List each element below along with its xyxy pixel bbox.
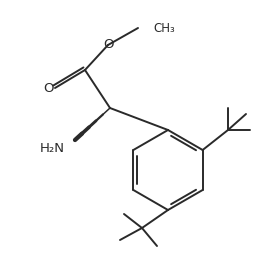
Text: H₂N: H₂N	[40, 141, 65, 154]
Text: CH₃: CH₃	[153, 22, 175, 35]
Text: O: O	[104, 38, 114, 51]
Text: O: O	[43, 82, 53, 94]
